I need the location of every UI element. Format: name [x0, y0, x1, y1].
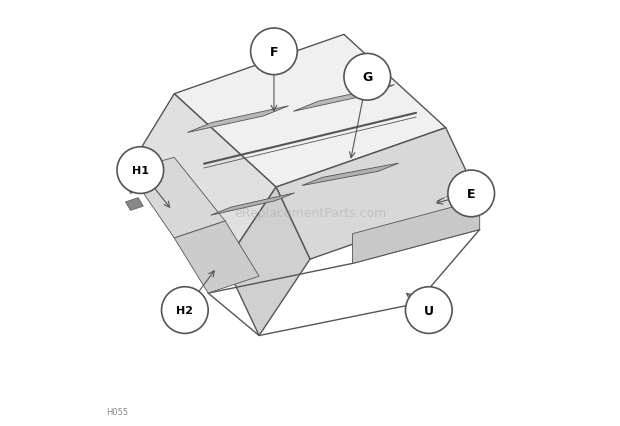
Polygon shape: [276, 128, 480, 259]
Polygon shape: [293, 85, 394, 112]
Text: E: E: [467, 187, 476, 201]
Text: H055: H055: [107, 407, 128, 416]
Polygon shape: [225, 187, 310, 336]
Polygon shape: [352, 200, 480, 264]
Text: G: G: [362, 71, 373, 84]
Polygon shape: [128, 158, 225, 239]
Circle shape: [162, 287, 208, 334]
Polygon shape: [125, 198, 143, 211]
Polygon shape: [174, 35, 446, 187]
Text: eReplacementParts.com: eReplacementParts.com: [234, 207, 386, 219]
Circle shape: [344, 54, 391, 101]
Text: F: F: [270, 46, 278, 59]
Text: U: U: [424, 304, 434, 317]
Polygon shape: [187, 106, 288, 133]
Circle shape: [405, 287, 452, 334]
Polygon shape: [302, 164, 399, 186]
Text: H1: H1: [132, 166, 149, 176]
Text: H2: H2: [176, 305, 193, 315]
Polygon shape: [174, 222, 259, 294]
Polygon shape: [211, 193, 294, 216]
Circle shape: [448, 171, 495, 217]
Polygon shape: [128, 95, 276, 264]
Polygon shape: [125, 181, 143, 194]
Circle shape: [117, 147, 164, 194]
Circle shape: [250, 29, 297, 75]
